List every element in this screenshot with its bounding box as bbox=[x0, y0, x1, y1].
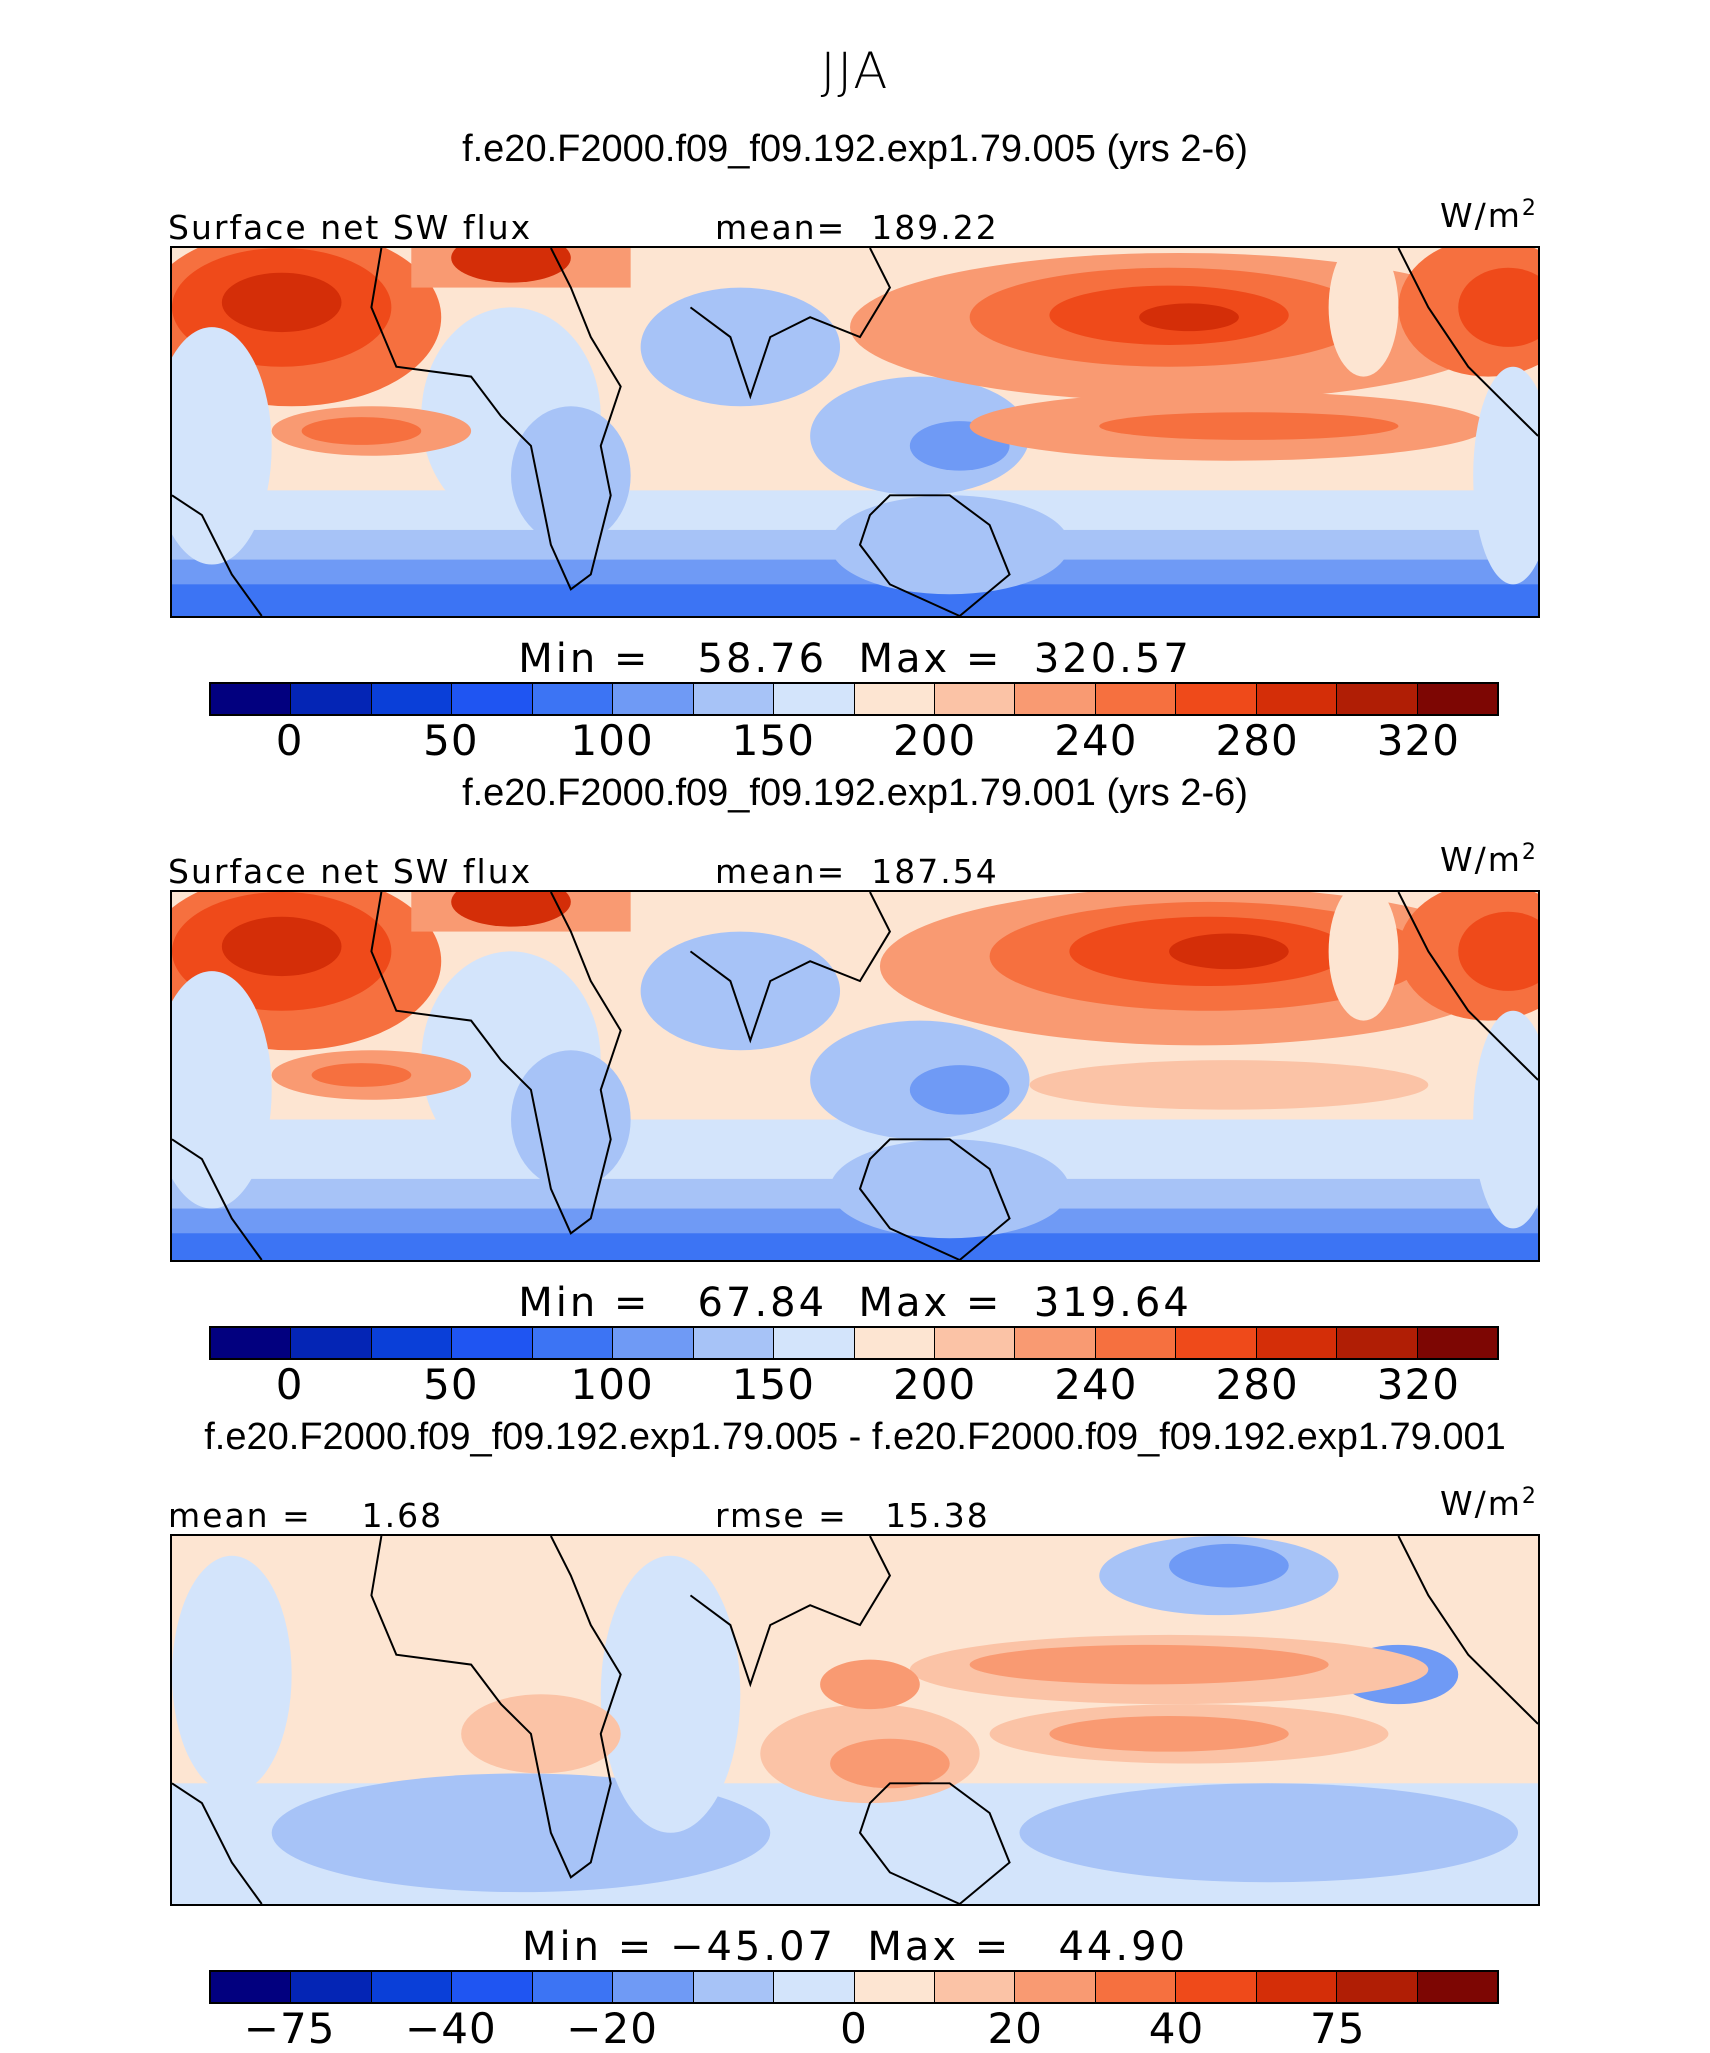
colorbar-segment bbox=[371, 684, 453, 714]
colorbar-tick-label: 280 bbox=[1215, 716, 1299, 765]
colorbar-segment bbox=[613, 1328, 694, 1358]
colorbar-segment bbox=[934, 1972, 1016, 2002]
colorbar-segment bbox=[774, 1328, 855, 1358]
colorbar-segment bbox=[1256, 684, 1338, 714]
colorbar-segment bbox=[774, 684, 855, 714]
colorbar-tick-label: 240 bbox=[1054, 716, 1138, 765]
colorbar-segment bbox=[1256, 1972, 1338, 2002]
panel3-rmse-label: rmse = 15.38 bbox=[715, 1496, 990, 1535]
colorbar-segment bbox=[693, 1328, 775, 1358]
panel1-units: W/m2 bbox=[1440, 196, 1538, 235]
colorbar-segment bbox=[1417, 1328, 1497, 1358]
colorbar-tick-label: 0 bbox=[840, 2004, 868, 2053]
colorbar-tick-label: 240 bbox=[1054, 1360, 1138, 1409]
colorbar-tick-label: 75 bbox=[1310, 2004, 1366, 2053]
colorbar-segment bbox=[1417, 1972, 1497, 2002]
colorbar-tick-label: 280 bbox=[1215, 1360, 1299, 1409]
colorbar-segment bbox=[1337, 684, 1418, 714]
panel3-minmax: Min = −45.07 Max = 44.90 bbox=[522, 1924, 1188, 1970]
colorbar-tick-label: −20 bbox=[566, 2004, 658, 2053]
panel1-mean-label: mean= 189.22 bbox=[715, 208, 999, 247]
panel3-case-title: f.e20.F2000.f09_f09.192.exp1.79.005 - f.… bbox=[204, 1416, 1506, 1458]
panel2-units: W/m2 bbox=[1440, 840, 1538, 879]
colorbar-segment bbox=[1015, 1972, 1096, 2002]
panel1-variable-label: Surface net SW flux bbox=[168, 208, 533, 247]
colorbar-tick-label: 100 bbox=[570, 1360, 654, 1409]
colorbar-segment bbox=[291, 1328, 372, 1358]
panel1-case-title: f.e20.F2000.f09_f09.192.exp1.79.005 (yrs… bbox=[462, 128, 1248, 170]
colorbar-segment bbox=[1337, 1328, 1418, 1358]
colorbar-segment bbox=[371, 1972, 453, 2002]
panel3-map bbox=[170, 1534, 1540, 1906]
panel2-mean-label: mean= 187.54 bbox=[715, 852, 999, 891]
panel1-map bbox=[170, 246, 1540, 618]
panel1-minmax: Min = 58.76 Max = 320.57 bbox=[518, 636, 1192, 682]
panel2-variable-label: Surface net SW flux bbox=[168, 852, 533, 891]
colorbar-segment bbox=[532, 1972, 614, 2002]
colorbar-tick-label: −40 bbox=[405, 2004, 497, 2053]
panel2-map bbox=[170, 890, 1540, 1262]
season-title: JJA bbox=[820, 42, 890, 100]
colorbar-segment bbox=[854, 1972, 935, 2002]
colorbar-segment bbox=[291, 1972, 372, 2002]
colorbar-segment bbox=[1256, 1328, 1338, 1358]
panel3-colorbar bbox=[209, 1970, 1499, 2004]
panel3-mean-label: mean = 1.68 bbox=[168, 1496, 444, 1535]
colorbar-tick-label: 320 bbox=[1376, 1360, 1460, 1409]
colorbar-segment bbox=[693, 1972, 775, 2002]
colorbar-segment bbox=[1176, 1328, 1257, 1358]
colorbar-segment bbox=[934, 684, 1016, 714]
colorbar-segment bbox=[452, 1328, 533, 1358]
colorbar-segment bbox=[1176, 1972, 1257, 2002]
colorbar-segment bbox=[693, 684, 775, 714]
colorbar-tick-label: 320 bbox=[1376, 716, 1460, 765]
colorbar-tick-label: 150 bbox=[731, 716, 815, 765]
colorbar-segment bbox=[452, 684, 533, 714]
panel1-colorbar bbox=[209, 682, 1499, 716]
colorbar-segment bbox=[532, 684, 614, 714]
colorbar-segment bbox=[1015, 684, 1096, 714]
colorbar-tick-label: 50 bbox=[423, 1360, 479, 1409]
colorbar-tick-label: 40 bbox=[1148, 2004, 1205, 2053]
colorbar-segment bbox=[774, 1972, 855, 2002]
colorbar-segment bbox=[371, 1328, 453, 1358]
panel3-units: W/m2 bbox=[1440, 1484, 1538, 1523]
colorbar-segment bbox=[291, 684, 372, 714]
colorbar-segment bbox=[613, 684, 694, 714]
colorbar-segment bbox=[1095, 684, 1177, 714]
panel2-minmax: Min = 67.84 Max = 319.64 bbox=[518, 1280, 1192, 1326]
colorbar-segment bbox=[211, 1328, 292, 1358]
colorbar-segment bbox=[934, 1328, 1016, 1358]
colorbar-segment bbox=[1015, 1328, 1096, 1358]
colorbar-segment bbox=[613, 1972, 694, 2002]
colorbar-tick-label: 200 bbox=[893, 716, 977, 765]
panel2-colorbar bbox=[209, 1326, 1499, 1360]
colorbar-segment bbox=[211, 1972, 292, 2002]
colorbar-segment bbox=[854, 1328, 935, 1358]
colorbar-tick-label: 200 bbox=[893, 1360, 977, 1409]
colorbar-tick-label: −75 bbox=[243, 2004, 336, 2053]
colorbar-segment bbox=[1095, 1328, 1177, 1358]
colorbar-tick-label: 20 bbox=[987, 2004, 1043, 2053]
colorbar-tick-label: 0 bbox=[275, 716, 304, 765]
colorbar-segment bbox=[1337, 1972, 1418, 2002]
colorbar-segment bbox=[1417, 684, 1497, 714]
colorbar-tick-label: 100 bbox=[570, 716, 654, 765]
colorbar-segment bbox=[1095, 1972, 1177, 2002]
colorbar-segment bbox=[1176, 684, 1257, 714]
colorbar-segment bbox=[532, 1328, 614, 1358]
colorbar-tick-label: 150 bbox=[731, 1360, 815, 1409]
colorbar-tick-label: 50 bbox=[423, 716, 479, 765]
colorbar-segment bbox=[211, 684, 292, 714]
colorbar-segment bbox=[854, 684, 935, 714]
colorbar-segment bbox=[452, 1972, 533, 2002]
panel2-case-title: f.e20.F2000.f09_f09.192.exp1.79.001 (yrs… bbox=[462, 772, 1248, 814]
colorbar-tick-label: 0 bbox=[275, 1360, 304, 1409]
